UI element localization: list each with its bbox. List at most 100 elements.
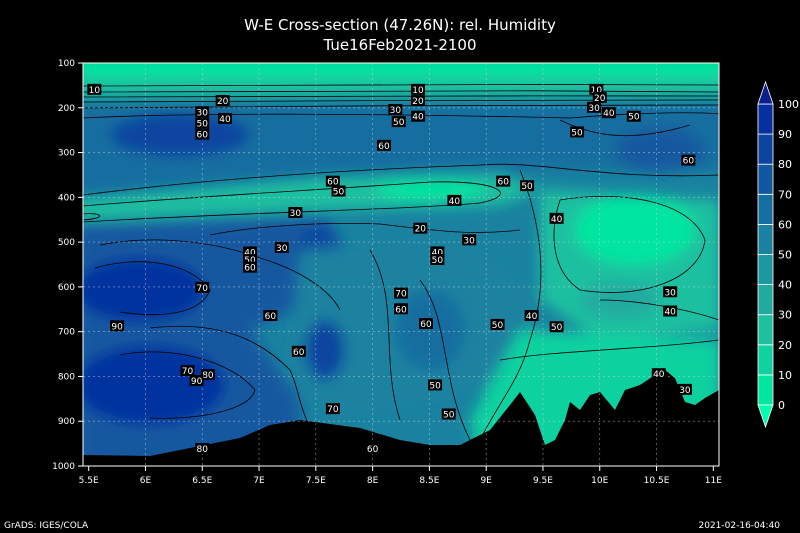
- contour-label-bg: [524, 309, 539, 321]
- colorbar-segment: [757, 284, 774, 316]
- contour-label: 70: [180, 365, 195, 377]
- contour-label-text: 20: [415, 225, 427, 235]
- colorbar-segment: [757, 223, 774, 255]
- contour-label-text: 90: [111, 322, 123, 332]
- contour-label: 70: [195, 281, 210, 294]
- y-tick-label: 100: [58, 59, 75, 69]
- y-tick-label: 200: [58, 104, 75, 114]
- contour-label-text: 60: [367, 445, 379, 455]
- contour-label-bg: [663, 305, 678, 317]
- contour-label: 80: [195, 442, 210, 455]
- contour-label: 50: [570, 126, 585, 138]
- y-tick-label: 500: [58, 238, 75, 248]
- contour-label: 60: [195, 128, 210, 141]
- footer-timestamp: 2021-02-16-04:40: [699, 521, 781, 531]
- contour-label: 10: [411, 83, 426, 96]
- contour-label-text: 60: [197, 131, 209, 141]
- contour-label-text: 40: [412, 113, 424, 123]
- contour-label-bg: [288, 207, 303, 219]
- contour-line: [553, 196, 706, 293]
- contour-label-text: 80: [197, 445, 209, 455]
- contour-label-bg: [570, 126, 585, 138]
- contour-label: 30: [288, 207, 303, 219]
- contour-label: 60: [325, 175, 340, 188]
- contour-label-text: 60: [497, 178, 509, 188]
- contour-label: 60: [263, 309, 278, 322]
- contour-line: [83, 99, 719, 103]
- contour-label: 70: [325, 403, 340, 415]
- contour-label-bg: [462, 234, 477, 246]
- contour-label: 40: [217, 112, 232, 125]
- contour-label-bg: [189, 374, 204, 386]
- contour-line: [369, 249, 401, 421]
- contour-label-text: 40: [432, 248, 444, 258]
- contour-line: [83, 181, 501, 223]
- contour-label-bg: [681, 154, 696, 166]
- contour-label-text: 30: [588, 104, 600, 114]
- contour-label-text: 50: [521, 182, 533, 192]
- contour-label-text: 60: [420, 320, 432, 330]
- colorbar-segment: [757, 374, 774, 406]
- contour-label-text: 40: [219, 115, 231, 125]
- contour-label-text: 30: [679, 386, 691, 396]
- contour-label-text: 40: [244, 248, 256, 258]
- contour-label-bg: [217, 112, 232, 124]
- y-tick-label: 900: [58, 417, 75, 427]
- contour-line: [499, 339, 719, 361]
- plot-area: [83, 63, 719, 466]
- contour-label: 20: [592, 91, 607, 104]
- contour-label-text: 50: [571, 128, 583, 138]
- contour-label-bg: [430, 246, 445, 258]
- x-tick-label: 10.5E: [644, 476, 670, 486]
- contour-label-text: 60: [378, 142, 390, 152]
- contour-label: 50: [549, 321, 564, 333]
- contour-label-bg: [242, 246, 257, 258]
- contour-label: 50: [242, 254, 257, 266]
- contour-label-bg: [195, 281, 210, 293]
- contour-label-text: 10: [412, 86, 424, 96]
- contour-label-text: 10: [89, 86, 101, 96]
- contour-label-text: 70: [395, 290, 407, 300]
- humidity-region-top-dry: [83, 63, 719, 77]
- contour-label-bg: [195, 106, 210, 118]
- contour-label: 80: [200, 369, 215, 381]
- x-tick-label: 7.5E: [306, 476, 326, 486]
- contour-label-bg: [180, 365, 195, 377]
- contour-label-text: 70: [182, 367, 194, 377]
- humidity-region-mid-right-dry: [575, 195, 695, 265]
- contour-label: 30: [462, 234, 477, 246]
- contour-label: 40: [430, 246, 445, 258]
- contour-line: [83, 163, 719, 196]
- y-tick-label: 800: [58, 372, 75, 382]
- colorbar-segment: [757, 254, 774, 286]
- colorbar-segment: [757, 103, 774, 135]
- humidity-region-lower-right-band: [580, 282, 660, 318]
- contour-label-text: 30: [390, 106, 402, 116]
- contour-label: 50: [430, 254, 445, 266]
- contour-label-bg: [490, 318, 505, 330]
- humidity-region-lower-left-core: [83, 345, 225, 425]
- contour-label: 60: [496, 175, 511, 188]
- contour-label-text: 50: [429, 381, 441, 391]
- contour-label: 50: [626, 110, 641, 123]
- contour-label: 60: [376, 139, 391, 152]
- contour-label-bg: [325, 175, 340, 187]
- chart-subtitle: Tue16Feb2021-2100: [322, 36, 476, 54]
- contour-label: 20: [215, 95, 230, 107]
- humidity-region-lower-moist: [305, 320, 345, 380]
- colorbar-min-arrow: [757, 404, 774, 429]
- contour-label: 60: [681, 154, 696, 167]
- contour-label: 50: [490, 318, 505, 331]
- contour-label-bg: [195, 442, 210, 454]
- contour-label: 50: [428, 379, 443, 391]
- contour-label-text: 50: [244, 256, 256, 266]
- colorbar: 0 10 20 30 40 50 60 70 80 90 100: [757, 80, 799, 429]
- contour-label-text: 40: [603, 109, 615, 119]
- colorbar-tick-label: 50: [778, 249, 792, 262]
- contour-label-bg: [274, 241, 289, 253]
- contour-label-bg: [601, 107, 616, 119]
- contour-label-text: 50: [333, 188, 345, 198]
- contour-label-bg: [496, 175, 511, 187]
- contour-label-text: 50: [551, 323, 563, 333]
- contour-label-text: 70: [327, 405, 339, 415]
